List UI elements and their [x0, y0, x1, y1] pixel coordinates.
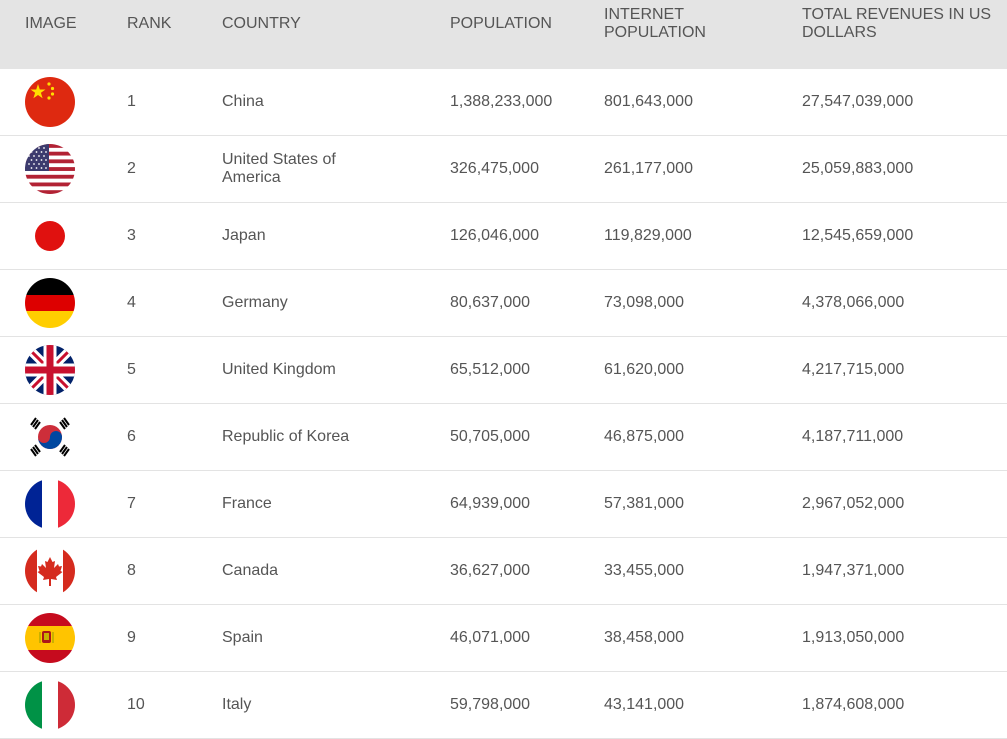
- internet-population-cell: 119,829,000: [604, 227, 692, 244]
- revenues-cell: 1,947,371,000: [802, 562, 905, 579]
- rank-cell: 6: [127, 428, 136, 445]
- internet-population-cell: 43,141,000: [604, 696, 685, 713]
- revenues-cell: 4,187,711,000: [802, 428, 904, 445]
- country-cell: Japan: [222, 227, 266, 244]
- china-flag-icon: [25, 69, 75, 135]
- canada-flag-icon: [25, 538, 75, 604]
- internet-population-cell: 57,381,000: [604, 495, 685, 512]
- country-cell: United Kingdom: [222, 361, 336, 378]
- rank-cell: 4: [127, 294, 136, 311]
- country-cell: United States of America: [222, 151, 336, 186]
- france-flag-icon: [25, 471, 75, 537]
- population-cell: 36,627,000: [450, 562, 531, 579]
- rank-cell: 5: [127, 361, 136, 378]
- table-row[interactable]: 1 China 1,388,233,000 801,643,000 27,547…: [0, 69, 1007, 136]
- country-cell: Spain: [222, 629, 263, 646]
- internet-population-cell: 73,098,000: [604, 294, 685, 311]
- usa-flag-icon: [25, 136, 75, 202]
- revenues-cell: 4,378,066,000: [802, 294, 905, 311]
- revenues-cell: 2,967,052,000: [802, 495, 905, 512]
- rank-cell: 8: [127, 562, 136, 579]
- italy-flag-icon: [25, 672, 75, 738]
- uk-flag-icon: [25, 337, 75, 403]
- country-cell: China: [222, 93, 264, 110]
- japan-flag-icon: [25, 203, 75, 269]
- population-cell: 80,637,000: [450, 294, 531, 311]
- revenues-cell: 27,547,039,000: [802, 93, 914, 110]
- population-cell: 46,071,000: [450, 629, 531, 646]
- spain-flag-icon: [25, 605, 75, 671]
- header-population[interactable]: POPULATION: [450, 15, 552, 32]
- population-cell: 59,798,000: [450, 696, 531, 713]
- revenues-cell: 1,913,050,000: [802, 629, 905, 646]
- internet-population-cell: 801,643,000: [604, 93, 693, 110]
- header-image[interactable]: IMAGE: [25, 15, 77, 32]
- header-revenues[interactable]: TOTAL REVENUES IN US DOLLARS: [802, 6, 992, 41]
- rank-cell: 9: [127, 629, 136, 646]
- country-cell: Italy: [222, 696, 252, 713]
- korea-flag-icon: [25, 404, 75, 470]
- table-row[interactable]: 3 Japan 126,046,000 119,829,000 12,545,6…: [0, 203, 1007, 270]
- population-cell: 326,475,000: [450, 160, 539, 177]
- rank-cell: 10: [127, 696, 145, 713]
- germany-flag-icon: [25, 270, 75, 336]
- rank-cell: 1: [127, 93, 136, 110]
- internet-population-cell: 46,875,000: [604, 428, 685, 445]
- internet-population-cell: 38,458,000: [604, 629, 685, 646]
- internet-population-cell: 261,177,000: [604, 160, 693, 177]
- population-cell: 126,046,000: [450, 227, 539, 244]
- rank-cell: 7: [127, 495, 136, 512]
- revenues-cell: 12,545,659,000: [802, 227, 914, 244]
- country-cell: France: [222, 495, 272, 512]
- table-row[interactable]: 2 United States of America 326,475,000 2…: [0, 136, 1007, 203]
- header-rank[interactable]: RANK: [127, 15, 172, 32]
- table-row[interactable]: 8 Canada 36,627,000 33,455,000 1,947,371…: [0, 538, 1007, 605]
- table-row[interactable]: 5 United Kingdom 65,512,000 61,620,000 4…: [0, 337, 1007, 404]
- table-header: IMAGE RANK COUNTRY POPULATION INTERNET P…: [0, 0, 1007, 69]
- population-cell: 65,512,000: [450, 361, 531, 378]
- population-cell: 64,939,000: [450, 495, 531, 512]
- table-row[interactable]: 6 Republic of Korea 50,705,000 46,875,00…: [0, 404, 1007, 471]
- header-country[interactable]: COUNTRY: [222, 15, 301, 32]
- country-cell: Canada: [222, 562, 279, 579]
- country-cell: Germany: [222, 294, 288, 311]
- population-cell: 1,388,233,000: [450, 93, 553, 110]
- table-row[interactable]: 9 Spain 46,071,000 38,458,000 1,913,050,…: [0, 605, 1007, 672]
- rank-cell: 2: [127, 160, 136, 177]
- revenues-cell: 25,059,883,000: [802, 160, 914, 177]
- header-internet-population[interactable]: INTERNET POPULATION: [604, 6, 706, 41]
- revenues-cell: 1,874,608,000: [802, 696, 905, 713]
- table-row[interactable]: 7 France 64,939,000 57,381,000 2,967,052…: [0, 471, 1007, 538]
- country-cell: Republic of Korea: [222, 428, 350, 445]
- table-row[interactable]: 10 Italy 59,798,000 43,141,000 1,874,608…: [0, 672, 1007, 739]
- table-row[interactable]: 4 Germany 80,637,000 73,098,000 4,378,06…: [0, 270, 1007, 337]
- internet-population-cell: 61,620,000: [604, 361, 685, 378]
- population-cell: 50,705,000: [450, 428, 531, 445]
- internet-population-cell: 33,455,000: [604, 562, 685, 579]
- revenues-cell: 4,217,715,000: [802, 361, 905, 378]
- rank-cell: 3: [127, 227, 136, 244]
